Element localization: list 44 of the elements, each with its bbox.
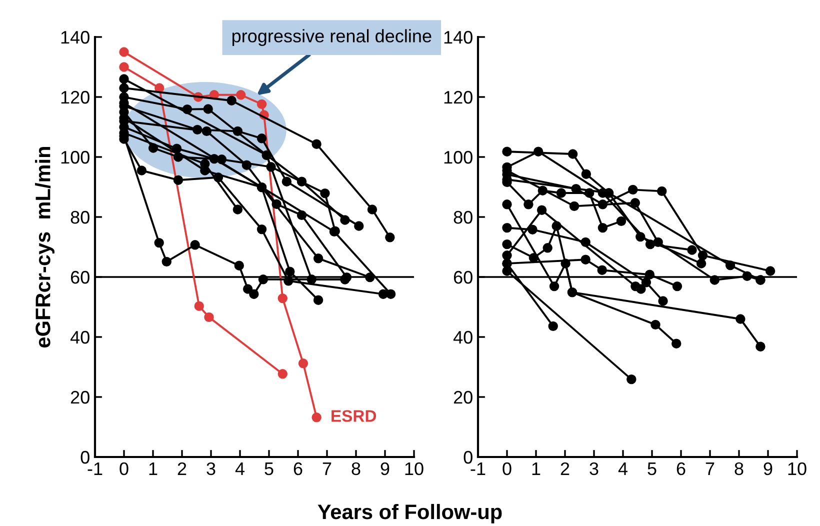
x-tick-label: 1 bbox=[149, 462, 158, 475]
x-tick-label: 0 bbox=[120, 462, 128, 476]
x-tick-label: 7 bbox=[322, 462, 332, 475]
y-tick-label: 80 bbox=[454, 210, 472, 224]
y-tick-label: 40 bbox=[70, 330, 90, 344]
x-tick-label: -1 bbox=[470, 462, 486, 475]
y-tick-label: 140 bbox=[61, 30, 90, 44]
x-tick-label: -1 bbox=[88, 462, 102, 475]
y-tick-label: 20 bbox=[454, 390, 472, 404]
x-tick-label: 9 bbox=[764, 462, 772, 476]
x-tick-label: 3 bbox=[206, 462, 216, 476]
x-tick-label: 5 bbox=[648, 462, 656, 476]
y-tick-label: 100 bbox=[444, 150, 472, 164]
y-tick-label: 60 bbox=[70, 270, 90, 284]
y-tick-label: 0 bbox=[80, 450, 90, 464]
x-tick-label: 0 bbox=[502, 462, 512, 476]
x-tick-label: 6 bbox=[294, 462, 302, 476]
y-tick-label: 80 bbox=[70, 210, 90, 224]
x-tick-label: 4 bbox=[235, 462, 244, 475]
x-tick-label: 10 bbox=[788, 462, 806, 476]
x-tick-label: 9 bbox=[380, 462, 390, 476]
x-tick-label: 6 bbox=[676, 462, 686, 476]
x-tick-label: 4 bbox=[618, 462, 628, 475]
y-tick-label: 40 bbox=[453, 330, 472, 344]
y-tick-label: 0 bbox=[464, 450, 472, 464]
x-tick-label: 5 bbox=[264, 462, 274, 476]
x-tick-label: 10 bbox=[405, 462, 424, 476]
annotation: progressive renal decline bbox=[232, 29, 432, 46]
x-tick-label: 8 bbox=[734, 462, 744, 476]
x-tick-label: 7 bbox=[706, 462, 714, 475]
y-tick-label: 140 bbox=[444, 30, 472, 44]
y-tick-label: 100 bbox=[61, 150, 90, 164]
x-tick-label: 3 bbox=[590, 462, 598, 476]
y-tick-label: 120 bbox=[61, 90, 90, 104]
x-tick-label: 1 bbox=[532, 462, 540, 475]
y-tick-label: 20 bbox=[70, 390, 90, 404]
x-tick-label: 2 bbox=[178, 462, 186, 475]
y-tick-label: 60 bbox=[454, 270, 472, 284]
y-tick-label: 120 bbox=[444, 90, 472, 104]
y-axis-title: eGFRcr-cys mL/min bbox=[35, 146, 54, 348]
x-axis-title: Years of Follow-up bbox=[318, 504, 502, 524]
x-tick-label: 2 bbox=[560, 462, 570, 475]
x-tick-label: 8 bbox=[352, 462, 360, 476]
annotation: ESRD bbox=[332, 410, 376, 422]
